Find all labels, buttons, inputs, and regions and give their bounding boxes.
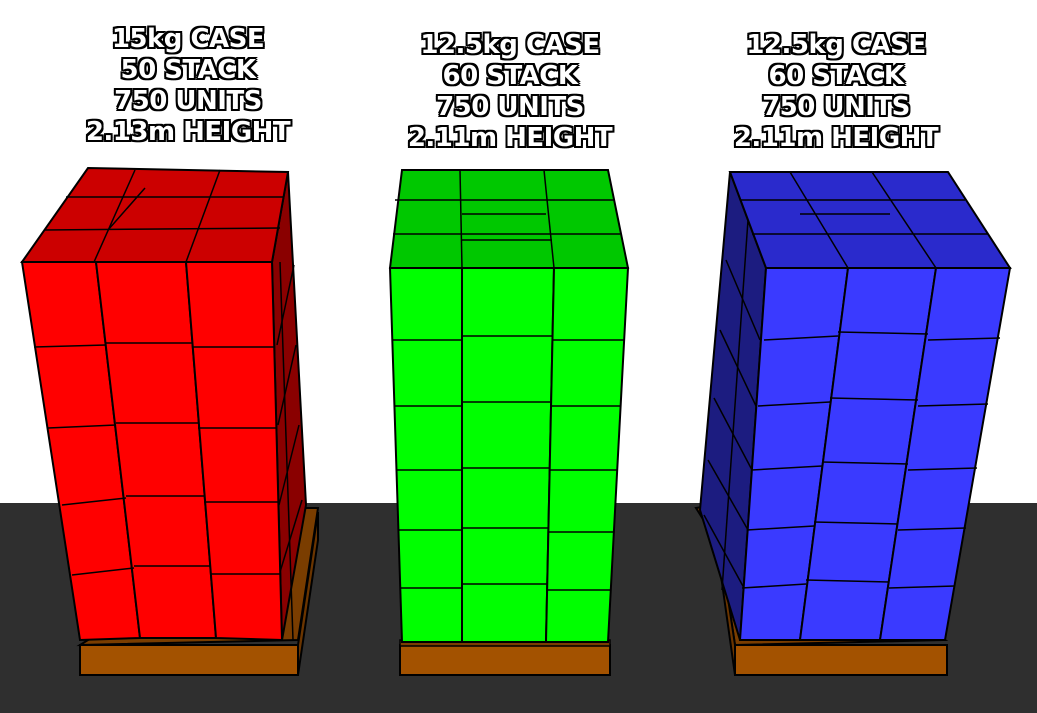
stack-side-lines: [276, 261, 303, 641]
pallet-base: [734, 644, 948, 676]
height-label: 2.11m HEIGHT: [407, 123, 613, 153]
stack-top-face: [388, 169, 630, 269]
pallet-label-blue: 12.5kg CASE 60 STACK 750 UNITS 2.11m HEI…: [686, 30, 986, 154]
stack-count-label: 50 STACK: [120, 55, 256, 85]
case-weight-label: 12.5kg CASE: [420, 30, 600, 60]
stack-front-col-1: [388, 267, 463, 643]
stack-count-label: 60 STACK: [768, 61, 904, 91]
height-label: 2.11m HEIGHT: [733, 123, 939, 153]
stack-front-rows: [33, 342, 280, 576]
units-label: 750 UNITS: [114, 86, 262, 116]
stack-side-lines: [703, 219, 761, 591]
pallet-base: [399, 644, 611, 676]
height-label: 2.13m HEIGHT: [85, 117, 291, 147]
stack-front-col-3: [184, 261, 284, 642]
stack-top-lines: [741, 171, 988, 269]
case-weight-label: 15kg CASE: [111, 24, 265, 54]
stack-front-rows: [392, 335, 624, 591]
pallet-label-green: 12.5kg CASE 60 STACK 750 UNITS 2.11m HEI…: [360, 30, 660, 154]
pallet-base: [79, 644, 299, 676]
pallet-base-side: [297, 511, 319, 676]
case-weight-label: 12.5kg CASE: [746, 30, 926, 60]
stack-top-lines: [393, 169, 620, 269]
pallet-green: [388, 169, 630, 676]
pallet-red: [20, 166, 320, 676]
stack-front-col-2: [461, 267, 556, 643]
units-label: 750 UNITS: [436, 92, 584, 122]
stack-front-rows: [741, 331, 1001, 589]
stack-top-lines: [43, 169, 284, 263]
units-label: 750 UNITS: [762, 92, 910, 122]
pallet-label-red: 15kg CASE 50 STACK 750 UNITS 2.13m HEIGH…: [38, 24, 338, 148]
stack-count-label: 60 STACK: [442, 61, 578, 91]
stack-front-col-3: [878, 267, 1012, 641]
stack-front-col-3: [544, 267, 630, 643]
pallet-blue: [694, 171, 1012, 676]
